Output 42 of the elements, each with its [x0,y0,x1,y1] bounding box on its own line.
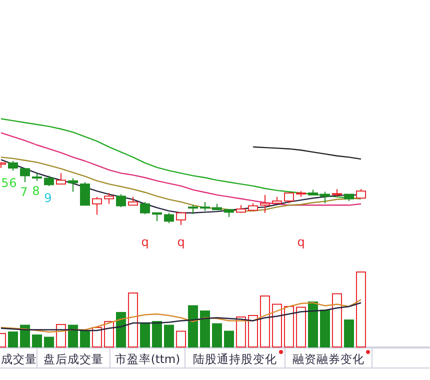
text: q [177,235,185,249]
text: 融资融券变化 [292,352,364,366]
bar [20,324,30,348]
bar [68,324,78,348]
bar [200,310,210,348]
bar [356,272,366,348]
bar [272,304,282,348]
annotation: 6 [9,176,17,190]
bar [80,330,90,348]
bar [152,321,162,348]
text: 成交量 [1,352,37,366]
annotation: 9 [44,191,52,205]
bar [44,336,54,348]
bar [296,306,306,348]
text: q [297,235,305,249]
bar [176,330,186,348]
bar [164,324,174,348]
annotation: 7 [20,185,28,199]
bar [212,323,222,348]
bar [92,327,102,348]
bar [260,296,270,348]
candlestick [260,194,270,214]
annotation: 8 [32,184,40,198]
bar [224,330,234,348]
bar [236,316,246,348]
bar [308,302,318,348]
bar [140,322,150,348]
bar [284,306,294,348]
text: 市盈率(ttm) [114,352,180,366]
text: 陆股通持股变化 [193,352,277,366]
annotation: 5 [1,176,9,190]
text: q [141,235,149,249]
bar [32,334,42,348]
bar [116,312,126,348]
bar [332,293,342,348]
bar [128,292,138,348]
text: 盘后成交量 [44,352,104,366]
bar [188,305,198,348]
bar [344,320,354,348]
bar [8,332,18,348]
bar [320,310,330,348]
bar [248,315,258,348]
